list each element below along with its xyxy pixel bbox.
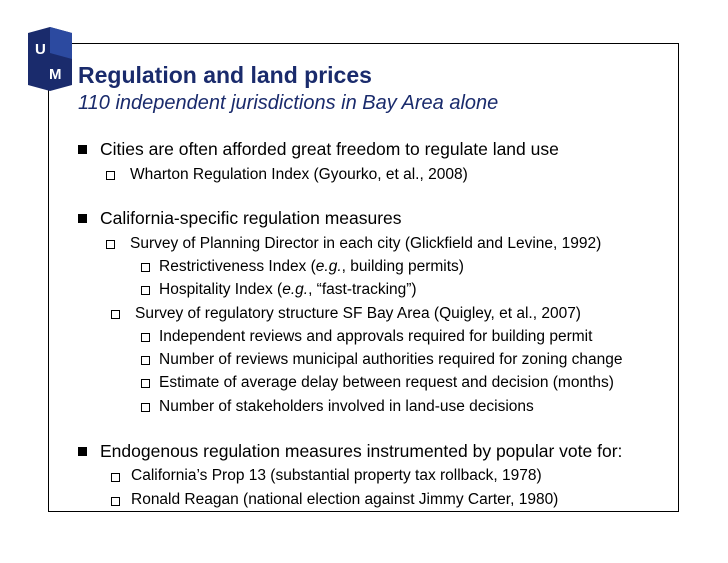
bullet-text: Survey of regulatory structure SF Bay Ar…: [135, 305, 581, 322]
svg-text:M: M: [49, 66, 62, 83]
square-bullet-icon: [78, 447, 87, 456]
bullet-text: Number of stakeholders involved in land-…: [159, 398, 534, 415]
bullet-text: Restrictiveness Index (e.g., building pe…: [159, 258, 464, 275]
square-bullet-icon: [78, 214, 87, 223]
bullet-text: Hospitality Index (e.g., “fast-tracking”…: [159, 281, 417, 298]
bullet-text: Endogenous regulation measures instrumen…: [100, 441, 623, 461]
bullet-text: California-specific regulation measures: [100, 208, 402, 228]
slide-frame: [48, 43, 679, 512]
bullet-text: Estimate of average delay between reques…: [159, 374, 614, 391]
bullet-text: California’s Prop 13 (substantial proper…: [131, 467, 542, 484]
bullet-text: Number of reviews municipal authorities …: [159, 351, 623, 368]
svg-text:U: U: [35, 41, 46, 58]
slide-subtitle: 110 independent jurisdictions in Bay Are…: [78, 92, 499, 114]
bullet-text: Cities are often afforded great freedom …: [100, 139, 559, 159]
bullet-text: Survey of Planning Director in each city…: [130, 235, 602, 252]
square-bullet-icon: [78, 145, 87, 154]
bullet-text: Independent reviews and approvals requir…: [159, 328, 593, 345]
slide-title: Regulation and land prices: [78, 62, 372, 88]
bullet-text: Ronald Reagan (national election against…: [131, 491, 559, 508]
bullet-text: Wharton Regulation Index (Gyourko, et al…: [130, 166, 468, 183]
um-logo-icon: U M: [28, 27, 72, 91]
